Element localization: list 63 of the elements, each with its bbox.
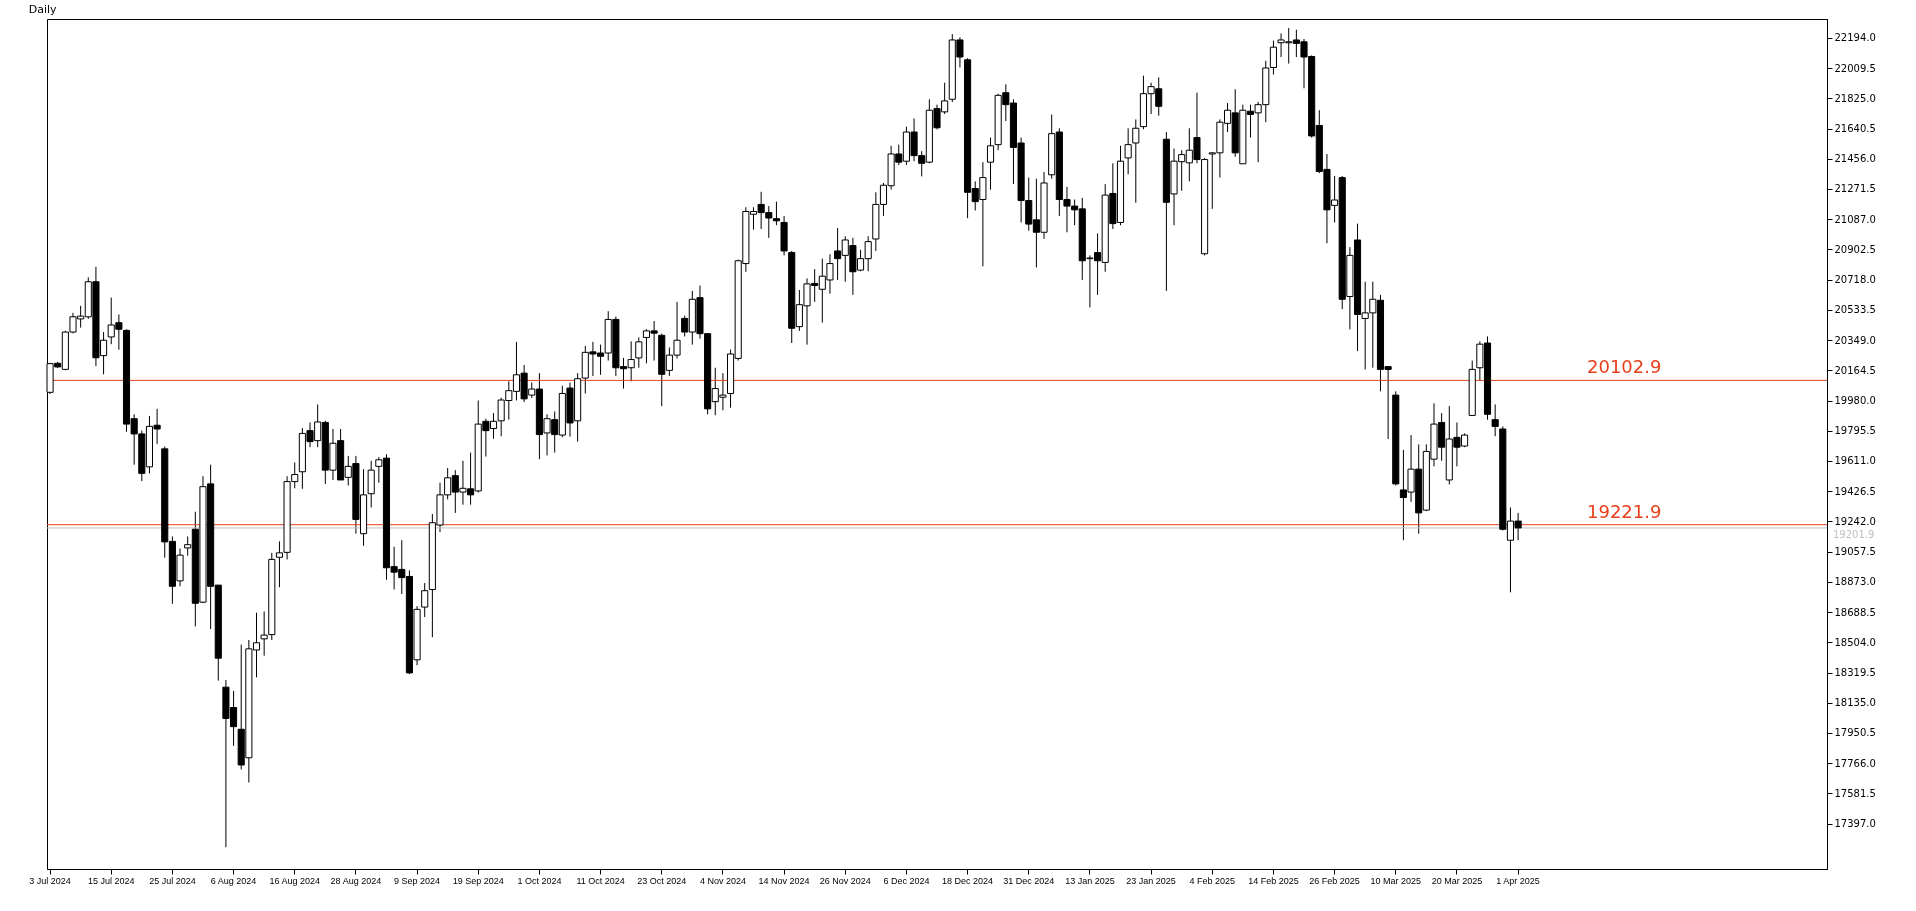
x-tick-label: 23 Oct 2024 bbox=[637, 875, 687, 886]
y-tick-label: 20718.0 bbox=[1834, 274, 1876, 286]
y-tick-label: 21825.0 bbox=[1834, 92, 1876, 104]
y-tick-label: 22194.0 bbox=[1834, 32, 1876, 44]
x-tick-label: 6 Dec 2024 bbox=[883, 875, 930, 886]
y-tick-label: 21456.0 bbox=[1834, 153, 1876, 165]
y-tick-label: 19611.0 bbox=[1834, 455, 1876, 467]
x-tick-label: 15 Jul 2024 bbox=[87, 875, 135, 886]
candlestick bbox=[1491, 403, 1499, 437]
x-tick-label: 26 Nov 2024 bbox=[819, 875, 871, 886]
y-tick-label: 20902.5 bbox=[1834, 243, 1876, 255]
x-tick-label: 16 Aug 2024 bbox=[269, 875, 321, 886]
x-tick-label: 14 Feb 2025 bbox=[1248, 875, 1299, 886]
x-tick-label: 3 Jul 2024 bbox=[29, 875, 71, 886]
y-tick-label: 20349.0 bbox=[1834, 334, 1876, 346]
x-tick-label: 18 Dec 2024 bbox=[942, 875, 994, 886]
y-tick-label: 20164.5 bbox=[1834, 364, 1876, 376]
candlestick bbox=[986, 137, 995, 191]
y-tick-label: 19795.5 bbox=[1834, 425, 1876, 437]
ref-line-label: 19201.9 bbox=[1833, 528, 1875, 540]
y-tick-label: 21271.5 bbox=[1834, 183, 1876, 195]
y-tick-label: 19426.5 bbox=[1834, 485, 1876, 497]
y-tick-label: 18688.5 bbox=[1834, 606, 1876, 618]
candlestick bbox=[1124, 127, 1132, 175]
y-tick-label: 18135.0 bbox=[1834, 697, 1876, 709]
x-tick-label: 28 Aug 2024 bbox=[330, 875, 382, 886]
x-tick-label: 10 Mar 2025 bbox=[1370, 875, 1422, 886]
y-tick-label: 20533.5 bbox=[1834, 304, 1876, 316]
chart-title: Daily bbox=[28, 3, 58, 16]
x-tick-label: 11 Oct 2024 bbox=[576, 875, 625, 886]
x-tick-label: 6 Aug 2024 bbox=[210, 875, 257, 886]
y-tick-label: 19980.0 bbox=[1834, 395, 1876, 407]
y-tick-label: 21640.5 bbox=[1834, 123, 1876, 135]
ref-line-label: 20102.9 bbox=[1587, 356, 1662, 378]
x-tick-label: 4 Feb 2025 bbox=[1189, 875, 1236, 886]
y-tick-label: 17766.0 bbox=[1834, 757, 1876, 769]
x-tick-label: 25 Jul 2024 bbox=[149, 875, 196, 886]
y-tick-label: 17581.5 bbox=[1834, 787, 1876, 799]
y-tick-label: 19242.0 bbox=[1834, 515, 1876, 527]
candlestick bbox=[635, 336, 643, 369]
ref-line-label: 19221.9 bbox=[1587, 500, 1662, 522]
y-tick-label: 18319.5 bbox=[1834, 667, 1876, 679]
x-tick-label: 13 Jan 2025 bbox=[1065, 875, 1115, 886]
y-tick-label: 19057.5 bbox=[1834, 546, 1876, 558]
x-tick-label: 19 Sep 2024 bbox=[452, 875, 504, 886]
candlestick bbox=[367, 460, 375, 508]
x-tick-label: 23 Jan 2025 bbox=[1126, 875, 1176, 886]
candlestick bbox=[421, 582, 429, 618]
x-tick-label: 9 Sep 2024 bbox=[394, 875, 441, 886]
x-tick-label: 14 Nov 2024 bbox=[758, 875, 810, 886]
y-tick-label: 17950.5 bbox=[1834, 727, 1876, 739]
y-tick-label: 18873.0 bbox=[1834, 576, 1876, 588]
x-tick-label: 26 Feb 2025 bbox=[1309, 875, 1360, 886]
x-tick-label: 1 Oct 2024 bbox=[517, 875, 562, 886]
y-tick-label: 17397.0 bbox=[1834, 818, 1876, 830]
candlestick bbox=[1132, 118, 1140, 204]
x-tick-label: 20 Mar 2025 bbox=[1431, 875, 1483, 886]
y-tick-label: 18504.0 bbox=[1834, 636, 1876, 648]
y-tick-label: 22009.5 bbox=[1834, 62, 1876, 74]
x-tick-label: 1 Apr 2025 bbox=[1496, 875, 1540, 886]
x-tick-label: 31 Dec 2024 bbox=[1003, 875, 1055, 886]
y-tick-label: 21087.0 bbox=[1834, 213, 1876, 225]
x-tick-label: 4 Nov 2024 bbox=[699, 875, 746, 886]
